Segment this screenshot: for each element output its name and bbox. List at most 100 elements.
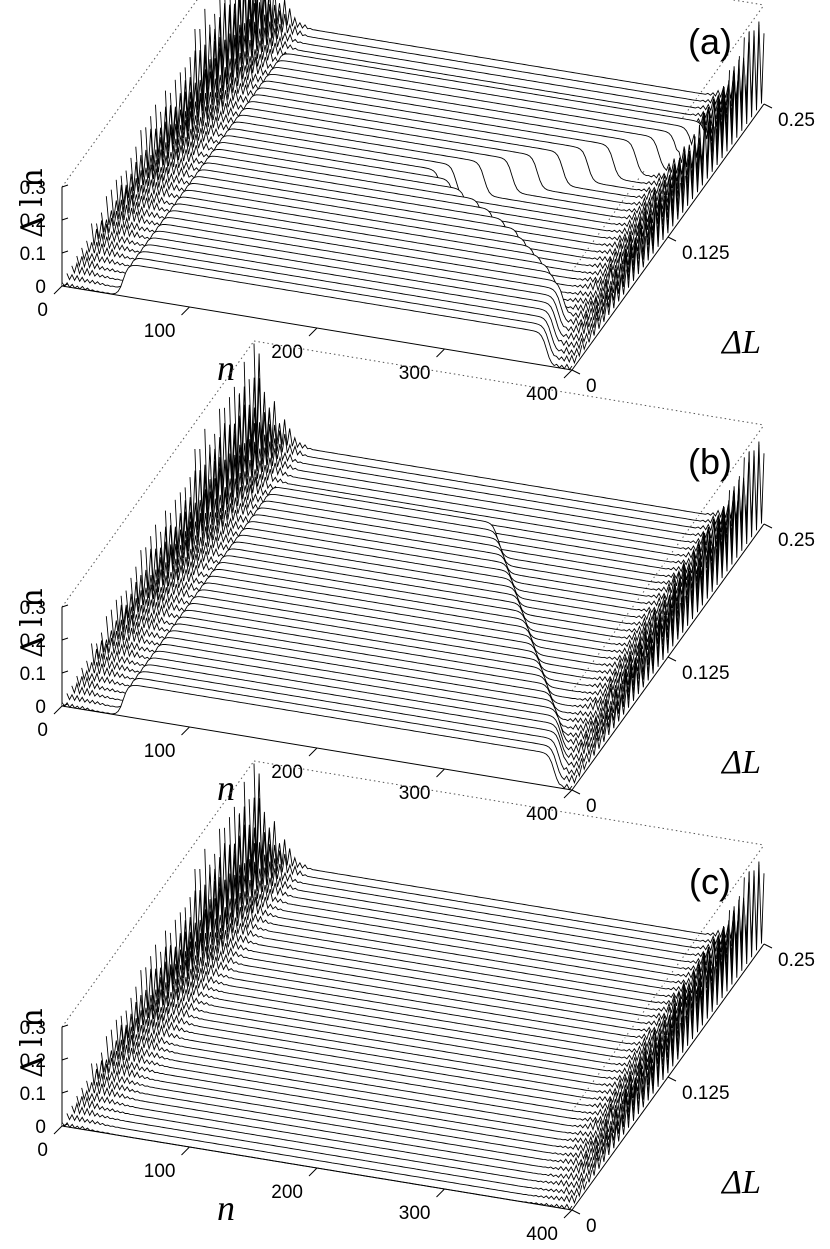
- trace-line: [125, 1010, 637, 1121]
- panel-label: (a): [688, 21, 732, 62]
- x-tick: [53, 285, 63, 295]
- trace-line: [189, 470, 701, 613]
- trace-line: [164, 90, 676, 227]
- trace-line: [135, 566, 647, 688]
- z-tick-label: 0.2: [20, 211, 46, 232]
- trace-line: [115, 599, 627, 715]
- trace-fill: [249, 0, 760, 113]
- trace-line: [160, 526, 671, 654]
- trace-line: [243, 361, 755, 538]
- trace-line: [71, 671, 583, 778]
- y-axis-label-text: ΔL: [720, 744, 761, 781]
- trace-line: [204, 428, 716, 592]
- trace-line: [76, 244, 588, 351]
- panel-label: (c): [689, 861, 731, 902]
- x-tick-label: 400: [526, 1224, 558, 1245]
- z-tick-label: 0.3: [20, 1018, 46, 1039]
- trace-line: [125, 590, 637, 701]
- trace-fill: [66, 1113, 577, 1206]
- x-tick-label: 0: [37, 720, 48, 741]
- x-axis-label: n: [217, 1188, 235, 1228]
- trace-line: [76, 664, 588, 771]
- trace-fill: [190, 470, 700, 615]
- back-frame-left: [61, 760, 255, 1028]
- trace-line: [253, 763, 765, 944]
- z-tick: [61, 1057, 69, 1061]
- trace-line: [239, 0, 750, 125]
- trace-line: [194, 28, 706, 186]
- z-tick: [61, 703, 69, 707]
- trace-line: [160, 946, 671, 1074]
- panel-b: 0 100 200 300 400 0 0.125 0.25 0 0.1 0.2 0.3 n ΔL Δ l …: [15, 340, 815, 825]
- x-tick: [53, 705, 63, 715]
- y-tick-label: 0.25: [778, 950, 815, 971]
- trace-line: [150, 116, 662, 247]
- x-tick: [436, 348, 445, 358]
- trace-line: [160, 106, 671, 234]
- trace-line: [184, 487, 696, 620]
- x-tick: [181, 306, 190, 316]
- trace-line: [66, 258, 578, 365]
- x-tick-label: 400: [526, 384, 558, 405]
- y-tick: [571, 1209, 581, 1215]
- y-axis-label-text: ΔL: [720, 324, 761, 361]
- trace-line: [179, 912, 691, 1046]
- trace-line: [253, 343, 765, 524]
- y-tick-label: 0: [586, 1216, 597, 1237]
- z-tick: [61, 637, 69, 641]
- trace-line: [91, 643, 602, 749]
- z-tick: [61, 1123, 69, 1127]
- back-frame-right: [571, 4, 765, 272]
- y-tick: [667, 656, 677, 662]
- trace-line: [250, 0, 760, 111]
- trace-line: [100, 630, 612, 736]
- trace-line: [214, 13, 726, 159]
- trace-line: [169, 92, 681, 220]
- trace-fill: [180, 912, 691, 1049]
- trace-line: [81, 657, 593, 763]
- trace-line: [169, 932, 681, 1060]
- trace-line: [209, 24, 721, 166]
- trace-line: [238, 386, 750, 545]
- trace-line: [110, 1029, 622, 1142]
- y-tick: [667, 236, 677, 242]
- z-axis-label: Δ l n: [15, 1008, 50, 1078]
- trace-line: [194, 448, 706, 606]
- trace-line: [204, 848, 716, 1012]
- z-tick-label: 0.3: [20, 178, 46, 199]
- y-tick: [667, 1076, 677, 1082]
- trace-line: [110, 609, 622, 722]
- trace-line: [100, 1052, 612, 1156]
- trace-fill: [234, 806, 745, 974]
- y-axis-label-text: ΔL: [720, 1164, 761, 1201]
- y-axis-label: ΔL: [720, 324, 761, 361]
- y-tick-label: 0: [586, 796, 597, 817]
- trace-line: [100, 210, 612, 316]
- trace-line: [120, 1015, 632, 1128]
- trace-line: [233, 386, 745, 551]
- x-tick-label: 200: [271, 1182, 303, 1203]
- z-tick: [61, 1024, 69, 1028]
- trace-line: [189, 890, 701, 1033]
- x-tick-label: 100: [144, 1161, 176, 1182]
- trace-fill: [62, 685, 572, 792]
- trace-line: [238, 806, 750, 965]
- trace-line: [105, 1036, 617, 1149]
- z-tick-label: 0.3: [20, 598, 46, 619]
- trace-line: [105, 196, 617, 309]
- y-tick: [571, 789, 581, 795]
- trace-line: [135, 986, 647, 1108]
- trace-line: [214, 853, 726, 999]
- trace-line: [96, 217, 607, 322]
- trace-line: [155, 524, 666, 661]
- y-tick-label: 0.125: [682, 663, 730, 684]
- trace-line: [243, 781, 755, 958]
- y-tick-label: 0.125: [682, 243, 730, 264]
- trace-line: [135, 146, 647, 268]
- x-axis-label: n: [217, 768, 235, 808]
- trace-line: [184, 67, 696, 200]
- z-tick: [61, 184, 69, 188]
- z-tick: [61, 250, 69, 254]
- trace-line: [199, 868, 711, 1019]
